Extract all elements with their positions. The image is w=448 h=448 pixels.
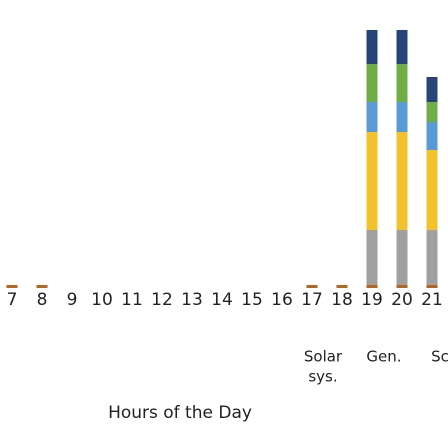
x-tick-label: 12 <box>151 290 173 310</box>
bar-segment <box>6 285 18 288</box>
bar-segment <box>396 102 408 132</box>
x-tick-label: 11 <box>121 290 143 310</box>
bar-segment <box>426 77 438 102</box>
x-tick-label: 17 <box>301 290 323 310</box>
bar-segment <box>366 132 378 230</box>
x-tick-label: 15 <box>241 290 263 310</box>
bar-segment <box>396 132 408 230</box>
bar-segment <box>366 230 378 285</box>
bar-segment <box>366 285 378 288</box>
bar-segment <box>396 30 408 64</box>
x-tick-label: 16 <box>271 290 293 310</box>
x-tick-label: 10 <box>91 290 113 310</box>
bar-segment <box>426 102 438 122</box>
x-tick-label: 21 <box>421 290 443 310</box>
x-tick-label: 8 <box>37 290 48 310</box>
legend-label: Sc <box>431 348 448 366</box>
bar-segment <box>426 230 438 285</box>
bar-segment <box>336 285 348 288</box>
bar-segment <box>36 285 48 288</box>
bar-segment <box>396 230 408 285</box>
x-tick-label: 18 <box>331 290 353 310</box>
legend-label: Solar <box>304 348 343 366</box>
bar-segment <box>366 64 378 102</box>
bar-segment <box>366 102 378 132</box>
bar-segment <box>396 64 408 102</box>
bar-segment <box>426 285 438 288</box>
x-tick-label: 9 <box>67 290 78 310</box>
x-tick-label: 19 <box>361 290 383 310</box>
legend-label: sys. <box>308 368 337 386</box>
x-tick-label: 20 <box>391 290 413 310</box>
x-tick-label: 7 <box>7 290 18 310</box>
x-tick-label: 13 <box>181 290 203 310</box>
x-tick-label: 14 <box>211 290 233 310</box>
legend-label: Gen. <box>366 348 401 366</box>
bar-segment <box>426 122 438 150</box>
bar-segment <box>426 150 438 230</box>
bar-segment <box>396 285 408 288</box>
bar-segment <box>366 30 378 64</box>
bar-segment <box>306 285 318 288</box>
x-axis-title: Hours of the Day <box>108 403 252 423</box>
